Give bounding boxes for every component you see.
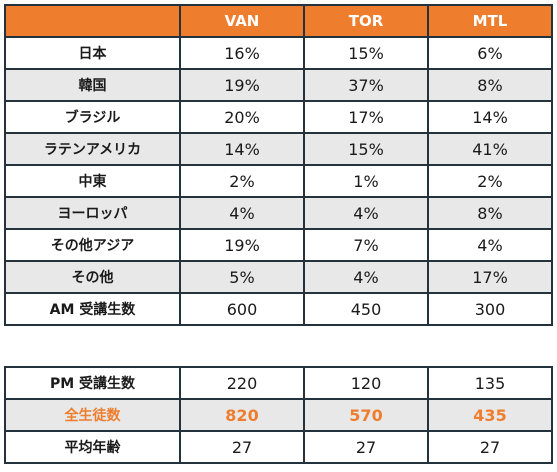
table-row: 韓国 19% 37% 8% xyxy=(4,68,553,102)
row-label: その他アジア xyxy=(4,228,181,262)
cell-value: 4% xyxy=(179,196,305,230)
cell-value: 820 xyxy=(179,398,305,432)
cell-value: 120 xyxy=(303,366,429,400)
table-row: 日本 16% 15% 6% xyxy=(4,36,553,70)
row-label: その他 xyxy=(4,260,181,294)
row-label: ラテンアメリカ xyxy=(4,132,181,166)
header-tor: TOR xyxy=(303,4,429,38)
cell-value: 27 xyxy=(303,430,429,464)
cell-value: 15% xyxy=(303,36,429,70)
table-row: その他アジア 19% 7% 4% xyxy=(4,228,553,262)
cell-value: 435 xyxy=(427,398,553,432)
country-ratio-table: VAN TOR MTL 日本 16% 15% 6% 韓国 19% 37% 8% … xyxy=(4,4,553,326)
row-label: ブラジル xyxy=(4,100,181,134)
row-label: PM 受講生数 xyxy=(4,366,181,400)
cell-value: 37% xyxy=(303,68,429,102)
cell-value: 16% xyxy=(179,36,305,70)
cell-value: 600 xyxy=(179,292,305,326)
cell-value: 20% xyxy=(179,100,305,134)
cell-value: 27 xyxy=(179,430,305,464)
cell-value: 17% xyxy=(427,260,553,294)
am-total-row: AM 受講生数 600 450 300 xyxy=(4,292,553,326)
row-label: 日本 xyxy=(4,36,181,70)
cell-value: 6% xyxy=(427,36,553,70)
table-row: ラテンアメリカ 14% 15% 41% xyxy=(4,132,553,166)
cell-value: 14% xyxy=(427,100,553,134)
row-label: ヨーロッパ xyxy=(4,196,181,230)
summary-table: PM 受講生数 220 120 135 全生徒数 820 570 435 平均年… xyxy=(4,366,553,464)
cell-value: 41% xyxy=(427,132,553,166)
cell-value: 8% xyxy=(427,196,553,230)
cell-value: 570 xyxy=(303,398,429,432)
pm-total-row: PM 受講生数 220 120 135 xyxy=(4,366,553,400)
cell-value: 5% xyxy=(179,260,305,294)
row-label: 中東 xyxy=(4,164,181,198)
cell-value: 4% xyxy=(303,260,429,294)
header-van: VAN xyxy=(179,4,305,38)
table-row: 中東 2% 1% 2% xyxy=(4,164,553,198)
cell-value: 220 xyxy=(179,366,305,400)
row-label: 全生徒数 xyxy=(4,398,181,432)
header-mtl: MTL xyxy=(427,4,553,38)
cell-value: 8% xyxy=(427,68,553,102)
cell-value: 450 xyxy=(303,292,429,326)
table-row: ヨーロッパ 4% 4% 8% xyxy=(4,196,553,230)
cell-value: 4% xyxy=(427,228,553,262)
cell-value: 2% xyxy=(427,164,553,198)
header-row: VAN TOR MTL xyxy=(4,4,553,38)
cell-value: 17% xyxy=(303,100,429,134)
all-students-row: 全生徒数 820 570 435 xyxy=(4,398,553,432)
table-row: ブラジル 20% 17% 14% xyxy=(4,100,553,134)
cell-value: 7% xyxy=(303,228,429,262)
cell-value: 4% xyxy=(303,196,429,230)
cell-value: 15% xyxy=(303,132,429,166)
cell-value: 19% xyxy=(179,228,305,262)
row-label: 平均年齢 xyxy=(4,430,181,464)
cell-value: 27 xyxy=(427,430,553,464)
cell-value: 2% xyxy=(179,164,305,198)
cell-value: 14% xyxy=(179,132,305,166)
row-label: 韓国 xyxy=(4,68,181,102)
table-row: その他 5% 4% 17% xyxy=(4,260,553,294)
cell-value: 19% xyxy=(179,68,305,102)
row-label: AM 受講生数 xyxy=(4,292,181,326)
header-blank-cell xyxy=(4,4,181,38)
cell-value: 1% xyxy=(303,164,429,198)
cell-value: 135 xyxy=(427,366,553,400)
average-age-row: 平均年齢 27 27 27 xyxy=(4,430,553,464)
cell-value: 300 xyxy=(427,292,553,326)
